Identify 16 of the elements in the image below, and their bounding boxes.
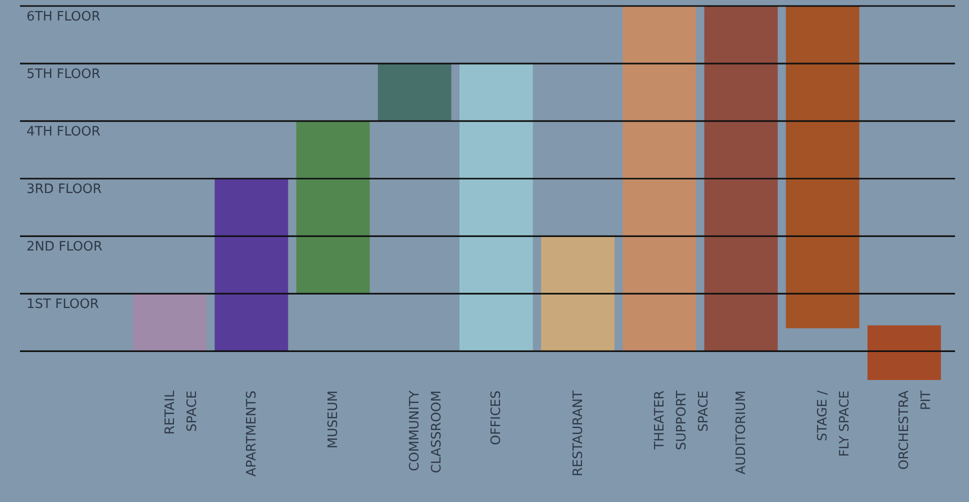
x-tick-label: STAGE / FLY SPACE <box>816 390 853 457</box>
x-tick-label: ORCHESTRA PIT <box>897 390 934 470</box>
x-tick-label: RESTAURANT <box>570 390 586 476</box>
x-tick-label: OFFICES <box>489 390 504 446</box>
x-tick-label: APARTMENTS <box>244 390 260 477</box>
x-tick-label: MUSEUM <box>326 390 341 448</box>
x-tick-label: AUDITORIUM <box>734 390 749 475</box>
x-tick-label: THEATER SUPPORT SPACE <box>652 390 712 451</box>
y-tick-label: 6TH FLOOR <box>26 10 100 24</box>
y-tick-label: 1ST FLOOR <box>26 297 99 312</box>
x-tick-label: RETAIL SPACE <box>162 390 200 435</box>
x-tick-label: COMMUNITY CLASSROOM <box>408 390 445 474</box>
y-tick-label: 2ND FLOOR <box>26 240 102 255</box>
y-tick-label: 3RD FLOOR <box>26 182 102 198</box>
y-tick-label: 5TH FLOOR <box>26 67 100 82</box>
y-tick-label: 4TH FLOOR <box>26 124 100 140</box>
